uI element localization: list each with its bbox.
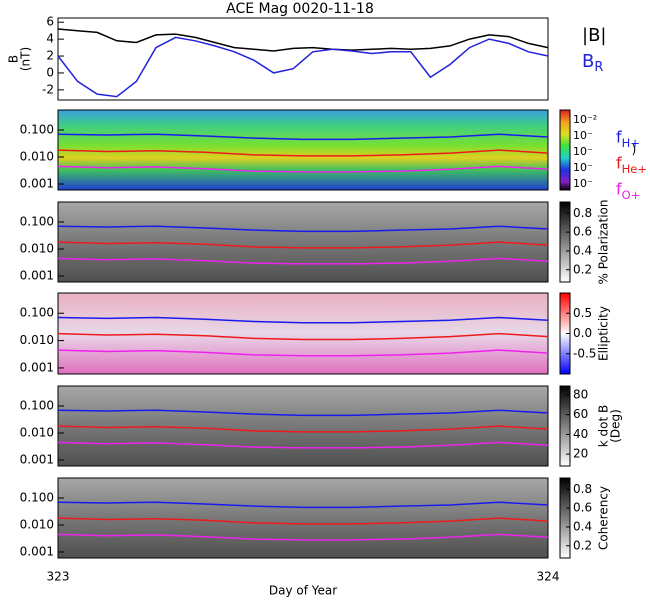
y-tick-label: 0.010 <box>20 242 54 256</box>
y-tick-label: 0.100 <box>20 122 54 136</box>
y-tick-label: 0 <box>46 65 54 79</box>
legend-label: |B| <box>582 25 606 46</box>
spectrogram <box>58 478 548 558</box>
colorbar-label: 60 <box>573 407 588 421</box>
frequency-line <box>57 533 549 541</box>
frequency-line <box>57 149 549 157</box>
y-tick-label: 0.001 <box>20 177 54 191</box>
frequency-line <box>57 425 549 433</box>
frequency-line <box>57 409 549 417</box>
y-axis-label: B <box>7 55 21 63</box>
legend-label: fH+ <box>616 128 640 150</box>
colorbar-label: -0.5 <box>573 346 596 360</box>
legend-subscript: H+ <box>622 136 640 150</box>
frequency-line <box>57 517 549 525</box>
y-tick-label: 0.010 <box>20 150 54 164</box>
frequency-line <box>57 257 549 265</box>
colorbar-label: 10⁻ <box>573 129 593 142</box>
y-tick-label: -2 <box>42 82 54 96</box>
legend-subscript: He+ <box>622 162 647 176</box>
legend-label: fHe+ <box>616 154 647 176</box>
y-tick-label: 0.010 <box>20 518 54 532</box>
y-tick-label: 0.001 <box>20 360 54 374</box>
spectrogram <box>58 202 548 282</box>
x-tick-label: 324 <box>537 570 560 584</box>
colorbar-label: 0.8 <box>573 206 592 220</box>
colorbar-label: 40 <box>573 427 588 441</box>
legend-label: fO+ <box>616 180 640 202</box>
y-tick-label: 0.001 <box>20 269 54 283</box>
spectrogram <box>58 386 548 466</box>
colorbar-label: 10⁻ <box>573 161 593 174</box>
frequency-line <box>57 501 549 509</box>
y-tick-label: 0.100 <box>20 398 54 412</box>
colorbar <box>559 385 571 467</box>
y-tick-label: 4 <box>46 32 54 46</box>
y-tick-label: 0.100 <box>20 490 54 504</box>
frequency-line <box>57 316 549 324</box>
y-tick-label: 0.100 <box>20 214 54 228</box>
colorbar-label: 0.8 <box>573 482 592 496</box>
frequency-line <box>57 133 549 141</box>
y-tick-label: 0.010 <box>20 333 54 347</box>
plot-frame <box>57 292 549 375</box>
colorbar-label: 0.6 <box>573 501 592 515</box>
colorbar-title: k dot B <box>597 405 611 447</box>
colorbar-title: Coherency <box>597 486 611 550</box>
frequency-line <box>57 241 549 249</box>
spectrogram <box>58 293 548 374</box>
colorbar-label: 0.4 <box>573 519 592 533</box>
colorbar-label: 0.4 <box>573 243 592 257</box>
legend-subscript: R <box>594 60 603 75</box>
frequency-line <box>57 225 549 233</box>
colorbar <box>559 477 571 559</box>
colorbar <box>559 109 571 191</box>
colorbar-title: ) <box>632 143 637 157</box>
colorbar-title: % Polarization <box>597 200 611 285</box>
y-tick-label: 2 <box>46 49 54 63</box>
y-tick-label: 0.010 <box>20 426 54 440</box>
frequency-line <box>57 441 549 449</box>
chart-title: ACE Mag 0020-11-18 <box>226 1 374 17</box>
x-axis-label: Day of Year <box>269 584 337 598</box>
colorbar-label: 0.6 <box>573 225 592 239</box>
colorbar-title: Ellipticity <box>597 306 611 361</box>
colorbar-label: 10⁻² <box>573 113 597 126</box>
colorbar-label: 0.2 <box>573 538 592 552</box>
colorbar-label: 0.2 <box>573 262 592 276</box>
plot-frame <box>57 109 549 191</box>
colorbar-label: 80 <box>573 387 588 401</box>
y-tick-label: 0.001 <box>20 545 54 559</box>
frequency-line <box>57 332 549 341</box>
colorbar-label: 0.0 <box>573 326 592 340</box>
frequency-line <box>57 165 549 173</box>
frequency-line <box>57 349 549 357</box>
colorbar-label: 0.5 <box>573 306 592 320</box>
x-tick-label: 323 <box>47 570 70 584</box>
legend-label: BR <box>582 51 603 75</box>
plot-frame <box>57 17 549 101</box>
colorbar <box>559 201 571 283</box>
line-series <box>57 28 549 52</box>
y-axis-label: (nT) <box>19 47 33 71</box>
colorbar-title: (Deg) <box>609 409 623 443</box>
plot-frame <box>57 385 549 467</box>
colorbar-label: 10⁻ <box>573 145 593 158</box>
plot-frame <box>57 477 549 559</box>
colorbar-label: 10⁻ <box>573 177 593 190</box>
y-tick-label: 0.100 <box>20 306 54 320</box>
line-series <box>57 36 549 98</box>
plot-frame <box>57 201 549 283</box>
legend-subscript: O+ <box>622 188 641 202</box>
spectrogram <box>58 110 548 190</box>
y-tick-label: 0.001 <box>20 453 54 467</box>
y-tick-label: 6 <box>46 15 54 29</box>
colorbar-label: 20 <box>573 447 588 461</box>
